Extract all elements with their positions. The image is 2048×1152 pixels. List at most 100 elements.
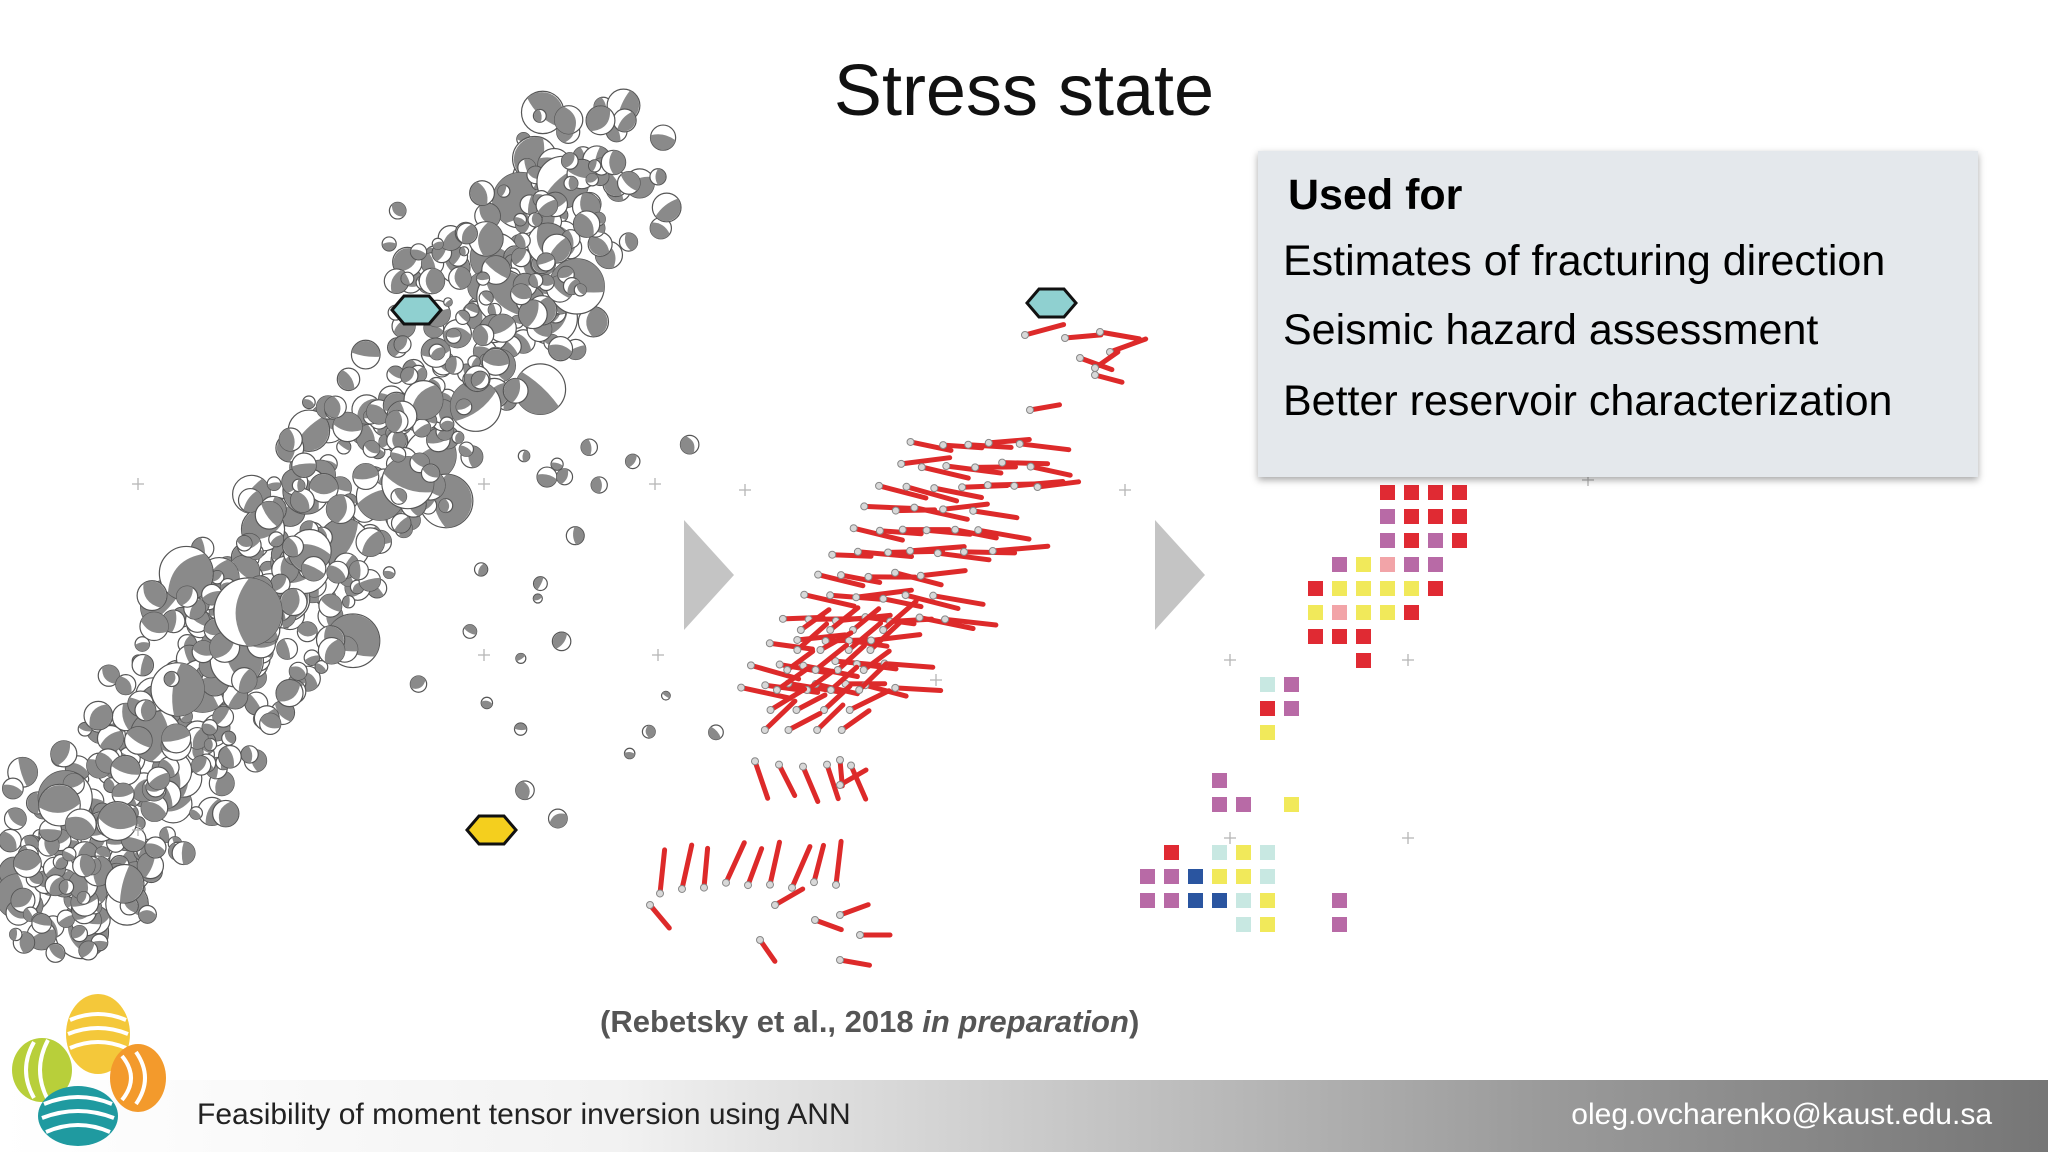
stress-bar-node [775,760,783,769]
beachball-quadrant [48,944,65,960]
beachball [259,712,282,736]
stress-bar [906,544,967,555]
beachball [31,913,53,934]
stress-bar-node [836,956,844,964]
beachball-quadrant [352,463,379,480]
beachball [456,222,478,245]
beachball-quadrant [301,563,325,581]
beachball-quadrant [680,436,695,454]
beachball-quadrant [557,266,574,279]
stress-bar-node [810,878,818,887]
beachball-quadrant [515,371,559,415]
beachball [386,430,407,451]
stress-bar-line [952,527,999,541]
stress-bar [930,484,984,500]
hazard-cell [1380,485,1395,500]
beachball-quadrant [586,173,598,183]
beachball [649,124,677,151]
beachball-quadrant [218,746,234,768]
stress-bar [902,482,960,504]
beachball-quadrant [481,700,493,709]
hazard-cell [1380,605,1395,620]
beachball-quadrant [235,578,283,647]
stress-bar-line [1062,332,1104,341]
beachball-quadrant [238,668,257,693]
stress-bar-line [903,592,961,611]
hazard-cell [1308,605,1323,620]
beachball-quadrant [161,724,191,742]
beachball [318,593,343,618]
stress-bar-node [837,726,846,734]
beachball-quadrant [291,463,317,477]
stress-bar-node [855,686,864,694]
slide-title: Stress state [833,51,1215,131]
stress-bar [910,503,970,522]
stress-bar-node [853,547,862,556]
beachball-quadrant [267,482,281,491]
stress-bar-node [875,481,884,490]
beachball-quadrant [482,349,510,367]
stress-bar [811,916,844,933]
beachball-quadrant [471,371,486,387]
beachball-quadrant [326,494,347,524]
hazard-cell [1356,653,1371,668]
beachball-quadrant [326,565,347,583]
beachball [70,924,89,943]
stress-bar [814,570,866,589]
beachball [235,534,253,552]
beachball [341,595,356,609]
beachball-quadrant [394,488,407,503]
stress-bar-line [657,847,668,896]
beachball-quadrant [343,595,350,608]
stress-bar-line [784,648,816,673]
beachball-quadrant [71,925,86,939]
beachball-quadrant [459,246,466,256]
beachball-quadrant [212,706,230,726]
stress-bar [1026,462,1073,478]
beachball-quadrant [290,490,310,513]
beachball-quadrant [145,843,166,858]
stress-bar [1061,332,1104,342]
beachball-quadrant [411,453,430,468]
stress-bar [998,458,1051,467]
stress-bar-node [929,591,938,600]
stress-bar-node [751,757,759,766]
stress-bar [845,688,892,714]
stress-bar-line [794,632,848,643]
beachball-quadrant [192,640,215,656]
beachball [10,887,36,913]
stress-bar-node [910,503,919,512]
beachball [288,661,308,681]
beachball [72,853,96,878]
grid-cross [1224,654,1236,666]
beachball-quadrant [392,430,407,451]
stress-bar-node [930,484,939,493]
beachball-quadrant [141,612,169,634]
beachball-quadrant [19,931,35,954]
beachball [556,468,574,486]
beachball-quadrant [0,831,17,852]
stress-bar-line [847,688,892,713]
beachball-quadrant [304,655,320,665]
beachball [565,526,585,546]
stress-bar-line [918,568,968,579]
stress-bar-node [783,666,792,674]
beachball [515,780,535,801]
stress-bar [772,666,810,694]
beachball [213,577,283,647]
stress-bar [793,632,848,644]
stress-bar-node [826,626,835,634]
beachball-quadrant [283,537,298,557]
grid-cross [1119,484,1131,496]
stress-bar-node [831,657,840,666]
beachball-quadrant [515,781,530,800]
beachball-quadrant [351,341,380,357]
beachball-quadrant [89,704,113,730]
hazard-cell [1140,893,1155,908]
beachball [439,416,455,432]
hazard-cell [1212,773,1227,788]
beachball [438,498,454,514]
hazard-cell [1212,797,1227,812]
beachball [616,171,641,195]
stress-bar-line [785,711,823,733]
